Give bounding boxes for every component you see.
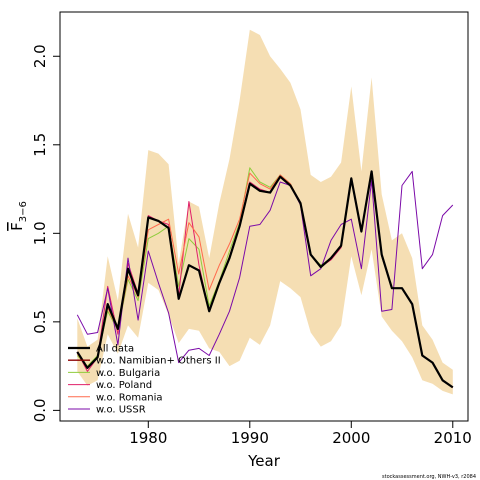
legend-label: w.o. Bulgaria — [96, 368, 160, 379]
x-axis: 1980 1990 2000 2010 — [129, 420, 472, 447]
footnote: stockassessment.org, NWH-v3, r2084 — [382, 474, 476, 480]
y-axis-title-subscript: 3−6 — [18, 201, 29, 222]
x-tick-label: 2010 — [434, 429, 472, 447]
x-tick-label: 1990 — [231, 429, 269, 447]
y-axis-title: F3−6 — [8, 201, 29, 231]
x-tick-label: 1980 — [129, 429, 167, 447]
series-line-all-data — [76, 170, 454, 389]
y-tick-label: 0.5 — [31, 310, 49, 334]
confidence-band-layer — [77, 29, 453, 395]
legend-label: w.o. Poland — [96, 380, 152, 391]
y-axis-title-main: F — [8, 222, 26, 231]
y-axis: 0.0 0.5 1.0 1.5 2.0 — [31, 44, 61, 422]
y-tick-label: 1.0 — [31, 221, 49, 245]
y-tick-label: 0.0 — [31, 398, 49, 422]
legend-label: w.o. Romania — [96, 392, 162, 403]
series-line-w-o-ussr — [76, 170, 454, 364]
x-tick-label: 2000 — [332, 429, 370, 447]
x-axis-title: Year — [247, 452, 281, 470]
y-tick-label: 1.5 — [31, 133, 49, 157]
y-tick-label: 2.0 — [31, 44, 49, 68]
legend-label: All data — [96, 344, 134, 355]
legend-label: w.o. USSR — [96, 405, 146, 416]
legend-label: w.o. Namibian+ Others II — [96, 356, 221, 367]
svg-text:F3−6: F3−6 — [8, 201, 29, 231]
confidence-band — [77, 29, 453, 395]
series-lines-layer — [76, 167, 454, 389]
